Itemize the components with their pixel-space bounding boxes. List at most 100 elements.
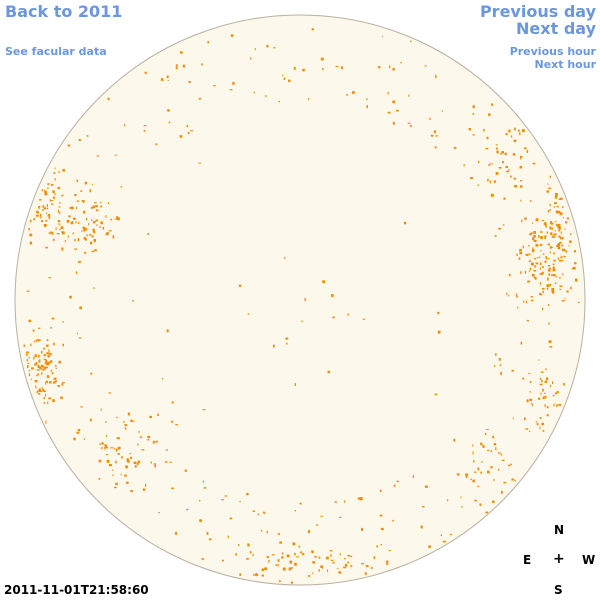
facula-speck bbox=[494, 235, 497, 237]
facula-speck bbox=[61, 247, 64, 251]
facula-speck bbox=[529, 380, 532, 383]
facula-speck bbox=[38, 354, 40, 358]
facula-speck bbox=[499, 364, 502, 366]
facula-speck bbox=[161, 377, 163, 380]
facula-speck bbox=[41, 189, 44, 192]
facula-speck bbox=[507, 169, 510, 171]
facula-speck bbox=[171, 420, 174, 423]
facula-speck bbox=[473, 460, 475, 463]
facula-speck bbox=[249, 551, 252, 554]
facula-speck bbox=[213, 84, 216, 87]
see-facular-data-link[interactable]: See facular data bbox=[5, 45, 107, 58]
facula-speck bbox=[526, 319, 529, 322]
facula-speck bbox=[364, 572, 367, 575]
facula-speck bbox=[39, 367, 42, 370]
facula-speck bbox=[556, 404, 558, 407]
facula-speck bbox=[49, 381, 52, 384]
next-hour-link[interactable]: Next hour bbox=[534, 58, 597, 71]
facula-speck bbox=[483, 129, 485, 132]
facula-speck bbox=[281, 556, 284, 559]
facula-speck bbox=[266, 44, 269, 48]
facula-speck bbox=[379, 514, 383, 517]
facula-speck bbox=[552, 266, 555, 270]
facula-speck bbox=[308, 98, 310, 100]
back-to-year-link[interactable]: Back to 2011 bbox=[5, 2, 123, 21]
facula-speck bbox=[86, 234, 88, 237]
facula-speck bbox=[312, 572, 314, 574]
facula-speck bbox=[536, 422, 539, 426]
facula-speck bbox=[488, 113, 491, 116]
facula-speck bbox=[229, 517, 233, 520]
facula-speck bbox=[160, 78, 164, 81]
facula-speck bbox=[130, 490, 133, 493]
facula-speck bbox=[51, 232, 54, 235]
facula-speck bbox=[29, 233, 33, 237]
facula-speck bbox=[277, 533, 280, 535]
facula-speck bbox=[51, 183, 54, 186]
facula-speck bbox=[557, 226, 560, 229]
facula-speck bbox=[559, 288, 562, 290]
facula-speck bbox=[115, 482, 118, 485]
facula-speck bbox=[539, 377, 542, 380]
facula-speck bbox=[549, 203, 551, 207]
facula-speck bbox=[115, 460, 117, 464]
facula-speck bbox=[550, 221, 553, 225]
facula-speck bbox=[563, 255, 566, 258]
facula-speck bbox=[40, 216, 42, 219]
facula-speck bbox=[116, 417, 118, 419]
facula-speck bbox=[461, 506, 463, 508]
facula-speck bbox=[501, 459, 505, 461]
facula-speck bbox=[96, 209, 99, 212]
facula-speck bbox=[30, 343, 32, 347]
facula-speck bbox=[175, 64, 178, 67]
facula-speck bbox=[67, 144, 70, 147]
facula-speck bbox=[36, 210, 38, 214]
facula-speck bbox=[288, 79, 291, 82]
facula-speck bbox=[45, 380, 49, 383]
facula-speck bbox=[286, 342, 288, 345]
facula-speck bbox=[53, 196, 55, 199]
facula-speck bbox=[472, 451, 474, 455]
facula-speck bbox=[139, 436, 143, 438]
facula-speck bbox=[78, 221, 80, 224]
facula-speck bbox=[549, 346, 553, 348]
facula-speck bbox=[49, 360, 53, 363]
facula-speck bbox=[388, 549, 391, 551]
next-day-link[interactable]: Next day bbox=[516, 19, 596, 38]
facula-speck bbox=[338, 571, 342, 574]
facula-speck bbox=[261, 568, 265, 572]
facula-speck bbox=[485, 147, 489, 150]
previous-hour-link[interactable]: Previous hour bbox=[509, 45, 596, 58]
facula-speck bbox=[28, 228, 30, 231]
facula-speck bbox=[541, 266, 544, 268]
facula-speck bbox=[45, 366, 48, 368]
facula-speck bbox=[308, 574, 310, 578]
facula-speck bbox=[52, 190, 55, 194]
facula-speck bbox=[89, 189, 92, 193]
facula-speck bbox=[38, 206, 40, 209]
facula-speck bbox=[505, 133, 508, 136]
facula-speck bbox=[96, 224, 98, 226]
facula-speck bbox=[105, 234, 107, 236]
facula-speck bbox=[453, 438, 456, 442]
facula-speck bbox=[91, 207, 93, 209]
facula-speck bbox=[523, 300, 525, 303]
facula-speck bbox=[36, 375, 39, 377]
facula-speck bbox=[410, 40, 412, 43]
facula-speck bbox=[556, 244, 560, 247]
facula-speck bbox=[229, 89, 233, 91]
facula-speck bbox=[543, 392, 546, 394]
facula-speck bbox=[542, 287, 545, 290]
facula-speck bbox=[279, 541, 283, 544]
facula-speck bbox=[81, 200, 85, 202]
facula-speck bbox=[551, 236, 554, 238]
facula-speck bbox=[498, 452, 501, 454]
facula-speck bbox=[544, 404, 546, 407]
facula-speck bbox=[520, 157, 521, 160]
facula-speck bbox=[389, 65, 391, 69]
facula-speck bbox=[486, 429, 489, 430]
facula-speck bbox=[238, 284, 242, 287]
previous-day-link[interactable]: Previous day bbox=[479, 2, 596, 21]
facula-speck bbox=[519, 155, 523, 158]
facula-speck bbox=[264, 95, 267, 97]
